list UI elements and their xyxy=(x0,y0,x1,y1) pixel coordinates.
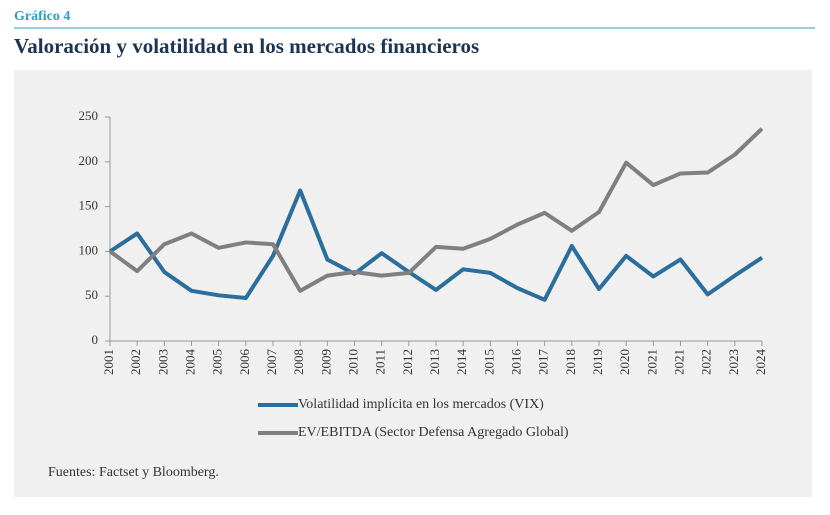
x-tick-label: 2021 xyxy=(644,349,659,375)
x-tick-label: 2001 xyxy=(101,349,116,375)
y-tick-label: 50 xyxy=(85,287,98,302)
y-tick-label: 200 xyxy=(79,153,99,168)
x-tick-label: 2005 xyxy=(210,349,225,375)
series-line xyxy=(108,127,764,293)
series-line xyxy=(108,188,764,302)
x-tick-label: 2016 xyxy=(508,349,523,376)
x-tick-label: 2003 xyxy=(155,349,170,375)
x-tick-label: 2007 xyxy=(264,349,279,376)
x-tick-label: 2019 xyxy=(590,349,605,375)
x-tick-label: 2004 xyxy=(182,349,197,376)
chart-title: Valoración y volatilidad en los mercados… xyxy=(14,34,479,58)
x-tick-label: 2023 xyxy=(726,349,741,375)
x-tick-label: 2017 xyxy=(536,349,551,376)
x-tick-label: 2002 xyxy=(128,349,143,375)
x-tick-label: 2009 xyxy=(318,349,333,375)
x-tick-label: 2018 xyxy=(563,349,578,375)
x-tick-label: 2020 xyxy=(617,349,632,375)
x-tick-label: 2013 xyxy=(427,349,442,375)
source-note: Fuentes: Factset y Bloomberg. xyxy=(48,465,219,480)
x-tick-label: 2021 xyxy=(671,349,686,375)
chart-panel xyxy=(14,70,812,497)
y-tick-label: 150 xyxy=(79,198,99,213)
y-tick-label: 250 xyxy=(79,108,99,123)
x-tick-label: 2008 xyxy=(291,349,306,375)
x-tick-label: 2010 xyxy=(345,349,360,375)
x-tick-label: 2006 xyxy=(237,349,252,376)
x-tick-label: 2012 xyxy=(400,349,415,375)
x-tick-label: 2011 xyxy=(373,349,388,375)
x-tick-label: 2022 xyxy=(699,349,714,375)
x-tick-label: 2015 xyxy=(481,349,496,375)
y-tick-label: 0 xyxy=(92,332,99,347)
x-tick-label: 2014 xyxy=(454,349,469,376)
legend-label: Volatilidad implícita en los mercados (V… xyxy=(298,397,544,412)
legend-label: EV/EBITDA (Sector Defensa Agregado Globa… xyxy=(298,425,569,440)
x-tick-label: 2024 xyxy=(753,349,768,376)
chart-label: Gráfico 4 xyxy=(14,9,70,24)
y-tick-label: 100 xyxy=(79,242,99,257)
